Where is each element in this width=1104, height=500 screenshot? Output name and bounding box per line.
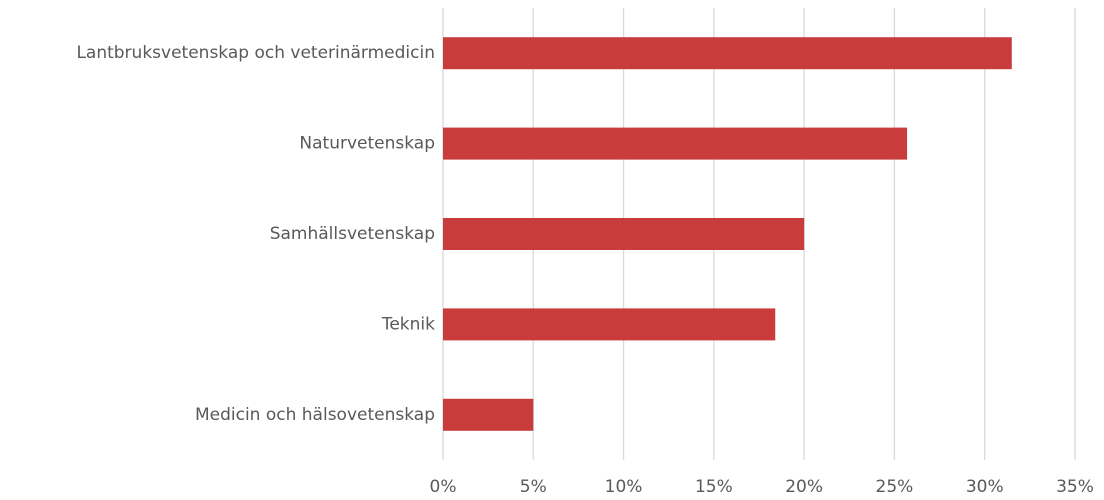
bar	[443, 398, 534, 431]
x-tick-label: 0%	[430, 477, 457, 497]
y-tick-label: Medicin och hälsovetenskap	[195, 405, 435, 425]
y-tick-label: Teknik	[381, 314, 435, 334]
x-tick-label: 20%	[785, 477, 823, 497]
y-tick-label: Naturvetenskap	[299, 134, 435, 154]
y-tick-label: Lantbruksvetenskap och veterinärmedicin	[76, 43, 435, 63]
x-tick-label: 10%	[605, 477, 643, 497]
x-tick-label: 35%	[1056, 477, 1094, 497]
bar	[443, 37, 1012, 70]
x-tick-label: 25%	[876, 477, 914, 497]
x-tick-label: 15%	[695, 477, 733, 497]
x-tick-label: 30%	[966, 477, 1004, 497]
bar	[443, 308, 776, 341]
bar	[443, 218, 805, 250]
bar	[443, 127, 908, 160]
x-tick-label: 5%	[520, 477, 547, 497]
y-tick-label: Samhällsvetenskap	[270, 224, 435, 244]
